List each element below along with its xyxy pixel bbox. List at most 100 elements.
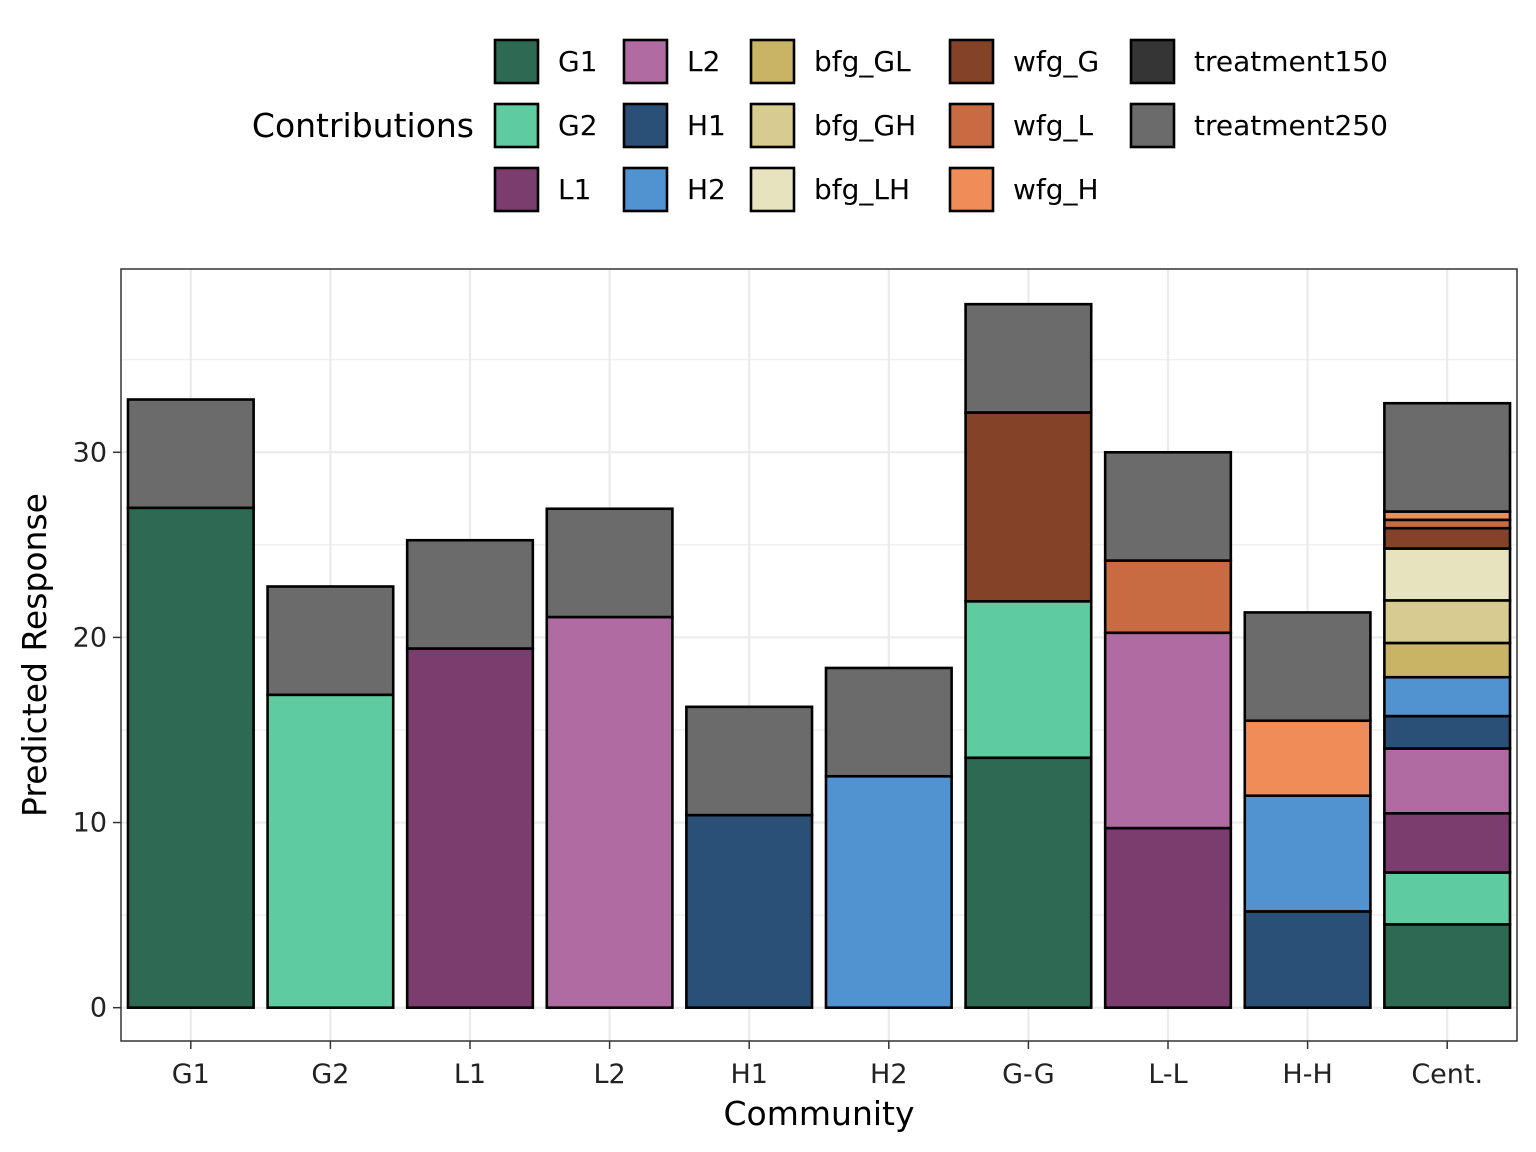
bar-segment-g-g-g2 xyxy=(964,600,1093,760)
bar-segment-cent-bfg-gl xyxy=(1383,641,1512,679)
bar-segment-g2-treatment250 xyxy=(266,585,395,697)
bar-segment-l2-treatment250 xyxy=(545,507,674,619)
bar-segment-cent-l1 xyxy=(1383,811,1512,874)
bar-segment-h-h-wfg-h xyxy=(1243,719,1372,798)
bar-stack-g1 xyxy=(126,398,255,1009)
legend: Contributions G1 G2 L1 L2 H1 H2 bfg_GL bfg_GHbf… xyxy=(252,38,1388,213)
legend-label-h2: H2 xyxy=(687,173,726,206)
bar-segment-g-g-g1 xyxy=(964,756,1093,1009)
bar-segment-l-l-l2 xyxy=(1103,631,1233,830)
bar-segment-cent-g2 xyxy=(1383,871,1512,926)
x-tick-label-cent: Cent. xyxy=(1411,1059,1483,1090)
legend-item-l2: L2 xyxy=(622,38,720,85)
legend-swatch-g2 xyxy=(493,102,540,149)
legend-label-g2: G2 xyxy=(558,109,598,142)
bar-segment-h-h-h1 xyxy=(1243,910,1372,1009)
legend-item-wfg-g: wfg_G xyxy=(948,38,1099,85)
bar-segment-g1-treatment250 xyxy=(126,398,255,510)
legend-item-wfg-l: wfg_L xyxy=(948,102,1094,149)
legend-swatch-h1 xyxy=(622,102,669,149)
bar-segment-h1-treatment250 xyxy=(685,705,814,817)
x-tick-label-l1: L1 xyxy=(454,1059,486,1090)
bar-segment-g-g-wfg-g xyxy=(964,411,1093,603)
legend-label-bfg-gl: bfg_GL xyxy=(814,45,911,78)
y-axis-title: Predicted Response xyxy=(15,493,54,817)
bar-stack-cent xyxy=(1383,401,1512,1009)
y-tick-label: 30 xyxy=(73,437,107,468)
bar-segment-l2-l2 xyxy=(545,615,674,1009)
legend-item-treatment150: treatment150 xyxy=(1129,38,1388,85)
legend-swatch-wfg-l xyxy=(948,102,995,149)
y-axis: 0 10 20 30 xyxy=(73,437,121,1024)
bar-stack-l-l xyxy=(1103,450,1233,1009)
bar-segment-h1-h1 xyxy=(685,813,814,1009)
legend-label-wfg-l: wfg_L xyxy=(1013,109,1094,142)
bar-segment-l1-treatment250 xyxy=(405,538,535,650)
bar-segment-l-l-wfg-l xyxy=(1103,559,1233,635)
legend-label-bfg-gh: bfg_GH xyxy=(814,109,916,142)
legend-item-bfg-gl: bfg_GL xyxy=(749,38,911,85)
bar-stack-l1 xyxy=(405,538,535,1009)
legend-label-wfg-h: wfg_H xyxy=(1013,173,1099,206)
x-tick-label-g-g: G-G xyxy=(1002,1059,1055,1090)
legend-label-g1: G1 xyxy=(558,45,598,78)
bar-stack-l2 xyxy=(545,507,674,1009)
legend-label-treatment150: treatment150 xyxy=(1194,45,1388,78)
legend-swatch-wfg-g xyxy=(948,38,995,85)
legend-swatch-bfg-gh xyxy=(749,102,796,149)
legend-label-bfg-lh: bfg_LH xyxy=(814,173,910,206)
legend-swatch-l2 xyxy=(622,38,669,85)
bar-segment-l1-l1 xyxy=(405,647,535,1009)
x-tick-label-l-l: L-L xyxy=(1148,1059,1187,1090)
bar-segment-cent-g1 xyxy=(1383,923,1512,1009)
legend-swatch-g1 xyxy=(493,38,540,85)
legend-item-h1: H1 xyxy=(622,102,726,149)
legend-item-bfg-gh: bfg_GH xyxy=(749,102,916,149)
legend-swatch-l1 xyxy=(493,166,540,213)
legend-swatch-treatment150 xyxy=(1129,38,1176,85)
bar-stack-g-g xyxy=(964,302,1093,1009)
legend-label-h1: H1 xyxy=(687,109,726,142)
x-tick-label-g1: G1 xyxy=(172,1059,210,1090)
bar-segment-cent-l2 xyxy=(1383,747,1512,815)
bar-stack-g2 xyxy=(266,585,395,1009)
x-tick-label-l2: L2 xyxy=(593,1059,625,1090)
bar-segment-cent-h2 xyxy=(1383,675,1512,718)
bar-segment-h2-h2 xyxy=(824,774,953,1009)
bar-segment-h-h-treatment250 xyxy=(1243,611,1372,723)
legend-item-g2: G2 xyxy=(493,102,598,149)
x-tick-label-h2: H2 xyxy=(870,1059,907,1090)
y-tick-label: 0 xyxy=(90,993,107,1024)
legend-swatch-bfg-lh xyxy=(749,166,796,213)
bar-segment-g2-g2 xyxy=(266,693,395,1009)
bar-segment-cent-treatment250 xyxy=(1383,401,1512,513)
bar-segment-l-l-treatment250 xyxy=(1103,450,1233,562)
x-tick-label-g2: G2 xyxy=(311,1059,349,1090)
bar-segment-cent-wfg-g xyxy=(1383,526,1512,550)
bar-segment-h2-treatment250 xyxy=(824,666,953,778)
bar-stack-h-h xyxy=(1243,611,1372,1009)
legend-title: Contributions xyxy=(252,106,474,145)
bar-segment-h-h-h2 xyxy=(1243,794,1372,913)
x-axis: G1 G2 L1 L2 H1 H2 G-G L-L H-H Cent. xyxy=(172,1041,1483,1090)
x-tick-label-h1: H1 xyxy=(730,1059,767,1090)
bar-segment-cent-bfg-gh xyxy=(1383,599,1512,645)
x-tick-label-h-h: H-H xyxy=(1282,1059,1332,1090)
legend-item-wfg-h: wfg_H xyxy=(948,166,1099,213)
legend-item-treatment250: treatment250 xyxy=(1129,102,1388,149)
legend-label-l1: L1 xyxy=(558,173,591,206)
legend-swatch-bfg-gl xyxy=(749,38,796,85)
bar-stack-h1 xyxy=(685,705,814,1009)
bar-segment-g-g-treatment250 xyxy=(964,302,1093,414)
bars xyxy=(126,302,1512,1009)
bar-segment-l-l-l1 xyxy=(1103,826,1233,1009)
legend-item-h2: H2 xyxy=(622,166,726,213)
plot-panel xyxy=(120,268,1518,1042)
legend-label-l2: L2 xyxy=(687,45,720,78)
legend-label-treatment250: treatment250 xyxy=(1194,109,1388,142)
bar-segment-cent-bfg-lh xyxy=(1383,547,1512,602)
legend-item-bfg-lh: bfg_LH xyxy=(749,166,910,213)
legend-swatch-h2 xyxy=(622,166,669,213)
legend-item-l1: L1 xyxy=(493,166,591,213)
